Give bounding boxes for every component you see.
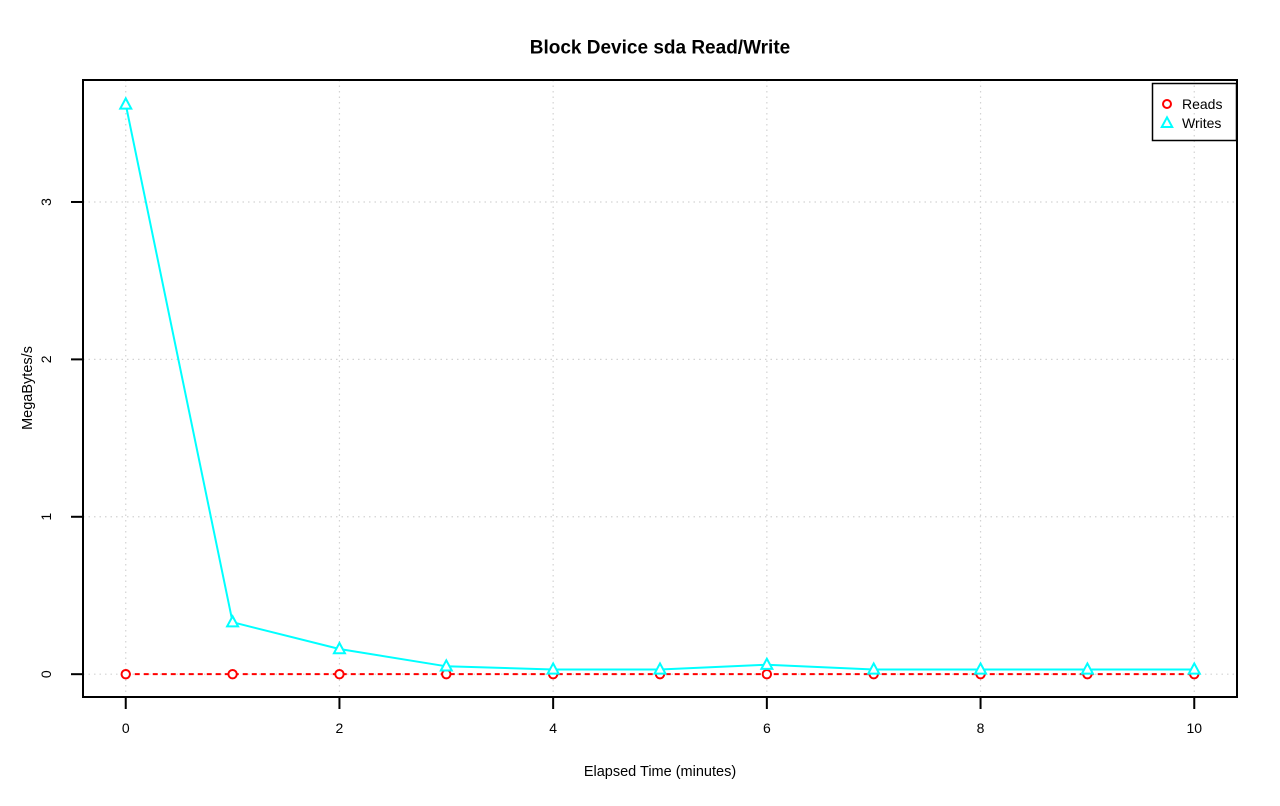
- legend-label-reads: Reads: [1182, 96, 1222, 112]
- chart-title: Block Device sda Read/Write: [530, 38, 790, 59]
- x-axis-label: Elapsed Time (minutes): [584, 764, 736, 780]
- y-tick-label: 0: [38, 670, 54, 678]
- data-point-writes: [1080, 661, 1095, 675]
- data-point-reads: [227, 668, 238, 680]
- data-point-writes: [973, 661, 988, 675]
- x-tick-label: 4: [549, 720, 557, 736]
- y-tick-label: 3: [38, 198, 54, 206]
- data-point-reads: [761, 668, 773, 680]
- axis-tick-labels: 0 2 4 6 8 10 0 1 2 3: [38, 198, 1202, 736]
- y-tick-label: 1: [38, 513, 54, 521]
- legend-box: [1151, 82, 1238, 142]
- legend: Reads Writes: [1151, 82, 1238, 142]
- data-point-writes: [759, 656, 775, 670]
- plot-border: [82, 79, 1238, 698]
- data-series: [118, 96, 1202, 680]
- data-point-writes: [652, 661, 668, 675]
- x-tick-label: 8: [977, 720, 985, 736]
- series-line-writes: [124, 104, 1195, 671]
- gridlines: [83, 80, 1237, 697]
- data-point-writes: [1187, 661, 1202, 675]
- x-tick-label: 6: [763, 720, 771, 736]
- axis-ticks: [71, 200, 1196, 709]
- data-point-writes: [332, 640, 347, 655]
- x-tick-label: 10: [1186, 720, 1202, 736]
- x-tick-label: 0: [122, 720, 130, 736]
- data-point-writes: [225, 614, 240, 628]
- data-point-writes: [118, 96, 133, 110]
- legend-marker-writes: [1160, 115, 1174, 128]
- data-point-writes: [545, 661, 561, 675]
- data-point-reads: [334, 668, 345, 680]
- y-tick-label: 2: [38, 355, 54, 363]
- legend-label-writes: Writes: [1182, 115, 1221, 131]
- data-point-writes: [439, 658, 454, 672]
- legend-marker-reads: [1162, 99, 1172, 109]
- x-tick-label: 2: [336, 720, 344, 736]
- data-point-reads: [120, 668, 131, 680]
- data-point-writes: [866, 661, 881, 675]
- y-axis-label: MegaBytes/s: [20, 346, 36, 430]
